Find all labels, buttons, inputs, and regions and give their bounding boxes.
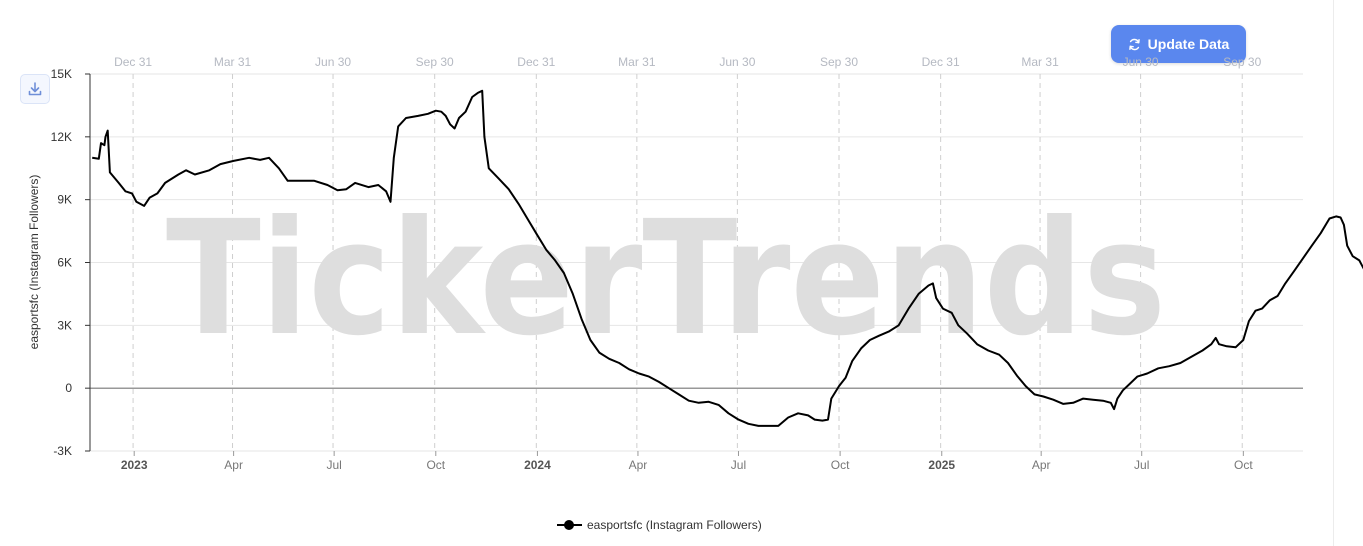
refresh-icon: [1128, 38, 1140, 50]
chart-panel: [1333, 0, 1334, 546]
download-icon: [28, 82, 42, 96]
download-button[interactable]: [20, 74, 50, 104]
update-data-button[interactable]: Update Data: [1111, 25, 1246, 63]
update-data-label: Update Data: [1147, 36, 1230, 52]
